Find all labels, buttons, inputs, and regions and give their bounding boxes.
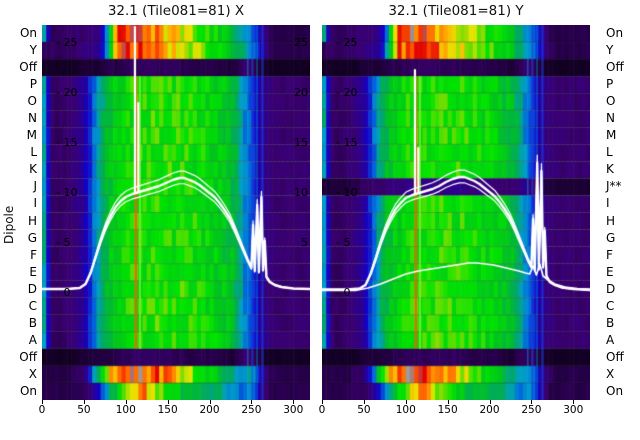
heatmap-panel-y: [322, 25, 590, 400]
dipole-label-left: X: [28, 366, 37, 381]
amp-tick-label-right: 10: [294, 186, 308, 199]
x-tick-label: 200: [479, 404, 500, 416]
dipole-label-right: I: [606, 196, 610, 211]
amp-tick-label-right: 20: [294, 86, 308, 99]
panel-y-title: 32.1 (Tile081=81) Y: [388, 3, 524, 19]
x-tick-label: 150: [437, 404, 458, 416]
dipole-label-left: F: [30, 247, 37, 262]
heatmap-panel-x: [42, 25, 310, 400]
dipole-label-right: Off: [606, 60, 624, 75]
dipole-label-right: O: [606, 94, 616, 109]
dipole-label-right: On: [606, 26, 624, 41]
dipole-label-left: H: [27, 213, 37, 228]
dipole-label-left: I: [33, 196, 37, 211]
amp-tick-label: - 5: [336, 236, 351, 249]
x-tick-mark: [125, 400, 127, 404]
amp-tick-label: - 15: [56, 136, 78, 149]
dipole-label-right: C: [606, 298, 615, 313]
amp-tick-label: - 15: [336, 136, 358, 149]
x-tick-label: 100: [395, 404, 416, 416]
dipole-label-left: A: [28, 332, 37, 347]
dipole-label-right: E: [606, 264, 614, 279]
dipole-label-left: P: [29, 77, 37, 92]
x-tick-mark: [489, 400, 491, 404]
dipole-label-left: Y: [29, 43, 37, 58]
dipole-label-left: On: [19, 26, 37, 41]
dipole-label-right: B: [606, 315, 615, 330]
dipole-label-right: N: [606, 111, 615, 126]
amp-tick-label-right: 5: [301, 236, 308, 249]
dipole-label-left: G: [27, 230, 37, 245]
dipole-label-right: H: [606, 213, 616, 228]
x-tick-label: 100: [115, 404, 136, 416]
dipole-label-right: Y: [606, 43, 614, 58]
x-tick-mark: [405, 400, 407, 404]
dipole-label-left: B: [28, 315, 37, 330]
dipole-label-right: P: [606, 77, 614, 92]
dipole-label-left: N: [28, 111, 37, 126]
amp-tick-label: - 10: [56, 186, 78, 199]
x-tick-mark: [322, 400, 323, 404]
amp-tick-label: - 20: [336, 86, 358, 99]
dipole-label-right: X: [606, 366, 615, 381]
dipole-label-right: D: [606, 281, 616, 296]
dipole-label-left: L: [30, 145, 37, 160]
dipole-label-right: Off: [606, 349, 624, 364]
amp-tick-label: - 5: [56, 236, 71, 249]
amp-tick-label: - 0: [56, 286, 71, 299]
dipole-label-right: On: [606, 383, 624, 398]
x-tick-mark: [209, 400, 211, 404]
dipole-label-right: M: [606, 128, 617, 143]
dipole-label-left: On: [19, 383, 37, 398]
dipole-label-right: F: [606, 247, 613, 262]
amp-tick-label: - 20: [56, 86, 78, 99]
amp-tick-label: - 0: [336, 286, 351, 299]
x-tick-label: 300: [563, 404, 584, 416]
amp-tick-label: - 10: [336, 186, 358, 199]
x-tick-label: 50: [77, 404, 91, 416]
x-tick-mark: [447, 400, 449, 404]
x-tick-mark: [363, 400, 365, 404]
panel-x-title: 32.1 (Tile081=81) X: [107, 3, 245, 19]
amp-tick-label-right: 25: [294, 36, 308, 49]
dipole-label-left: Off: [19, 60, 37, 75]
dipole-label-right: L: [606, 145, 613, 160]
x-tick-label: 250: [241, 404, 262, 416]
x-tick-label: 0: [318, 404, 326, 416]
x-tick-label: 150: [157, 404, 178, 416]
x-tick-label: 250: [521, 404, 542, 416]
dipole-label-left: C: [28, 298, 37, 313]
dipole-label-left: M: [26, 128, 37, 143]
x-tick-mark: [531, 400, 533, 404]
dipole-label-left: O: [27, 94, 37, 109]
x-tick-label: 0: [38, 404, 46, 416]
dipole-label-left: K: [29, 162, 37, 177]
dipole-label-left: Off: [19, 349, 37, 364]
x-tick-mark: [293, 400, 295, 404]
dipole-label-right: K: [606, 162, 614, 177]
amp-tick-label-right: 15: [294, 136, 308, 149]
amp-tick-label: - 25: [336, 36, 358, 49]
x-tick-mark: [83, 400, 85, 404]
dipole-label-left: D: [27, 281, 37, 296]
x-tick-mark: [573, 400, 575, 404]
x-tick-label: 300: [283, 404, 304, 416]
x-tick-mark: [251, 400, 253, 404]
x-tick-label: 200: [199, 404, 220, 416]
dipole-label-right: A: [606, 332, 615, 347]
dipole-label-right: J**: [606, 179, 622, 194]
dipole-label-left: E: [29, 264, 37, 279]
dipole-label-right: G: [606, 230, 616, 245]
dipole-label-left: J: [33, 179, 37, 194]
x-tick-label: 50: [357, 404, 371, 416]
x-tick-mark: [167, 400, 169, 404]
x-tick-mark: [42, 400, 43, 404]
amp-tick-label: - 25: [56, 36, 78, 49]
